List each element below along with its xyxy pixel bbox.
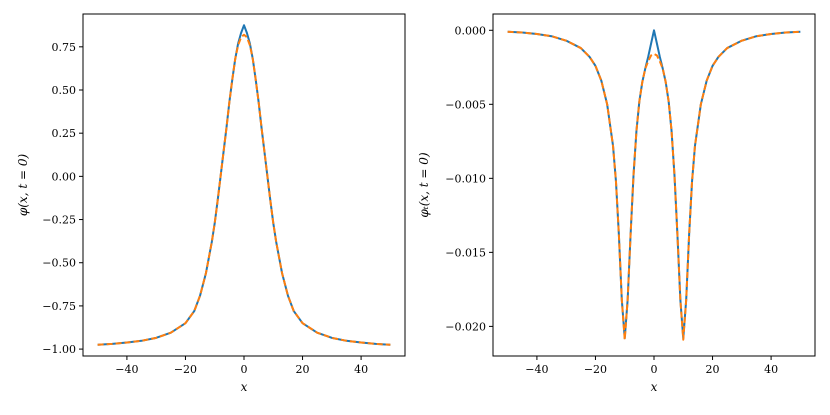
chart-panel-2: −40 −20 0 20 40 0.000 −0.005 −0.010 −0.015 −0.020… xyxy=(417,13,816,394)
y-tick-label: −1.00 xyxy=(42,343,76,356)
series-line-dashed xyxy=(97,33,391,346)
y-tick-label: −0.010 xyxy=(445,172,486,185)
series-line-dashed xyxy=(507,30,801,341)
plot-frame xyxy=(82,13,406,357)
y-axis-label: φ(x, t = 0) xyxy=(16,154,30,217)
x-tick-label: 20 xyxy=(706,363,720,376)
x-tick-label: −40 xyxy=(525,363,548,376)
x-tick-label: −40 xyxy=(115,363,138,376)
series-line-solid xyxy=(507,29,801,340)
x-tick-label: −20 xyxy=(584,363,607,376)
y-tick-label: −0.015 xyxy=(445,246,486,259)
y-axis-label: φₜ(x, t = 0) xyxy=(417,152,431,218)
x-tick-label: 40 xyxy=(354,363,368,376)
y-tick-label: −0.020 xyxy=(445,320,486,333)
y-tick-label: 0.50 xyxy=(52,84,77,97)
y-tick-label: −0.25 xyxy=(42,214,76,227)
x-axis-label: x xyxy=(651,380,658,394)
y-tick-label: −0.005 xyxy=(445,98,486,111)
y-tick-label: 0.75 xyxy=(52,41,77,54)
x-tick-label: 0 xyxy=(241,363,248,376)
y-tick-label: −0.50 xyxy=(42,257,76,270)
y-tick-label: 0.00 xyxy=(52,170,77,183)
y-tick-label: 0.25 xyxy=(52,127,77,140)
y-tick-label: 0.000 xyxy=(455,24,487,37)
x-tick-label: 20 xyxy=(296,363,310,376)
x-axis-label: x xyxy=(241,380,248,394)
chart-panel-1: −40 −20 0 20 40 −1.00 −0.75 −0.50 −0.25 0.00 0.25 0… xyxy=(16,13,406,394)
series-line-solid xyxy=(97,24,391,346)
x-tick-label: −20 xyxy=(174,363,197,376)
x-tick-label: 40 xyxy=(764,363,778,376)
x-tick-label: 0 xyxy=(651,363,658,376)
y-tick-label: −0.75 xyxy=(42,300,76,313)
plot-frame xyxy=(492,13,816,357)
